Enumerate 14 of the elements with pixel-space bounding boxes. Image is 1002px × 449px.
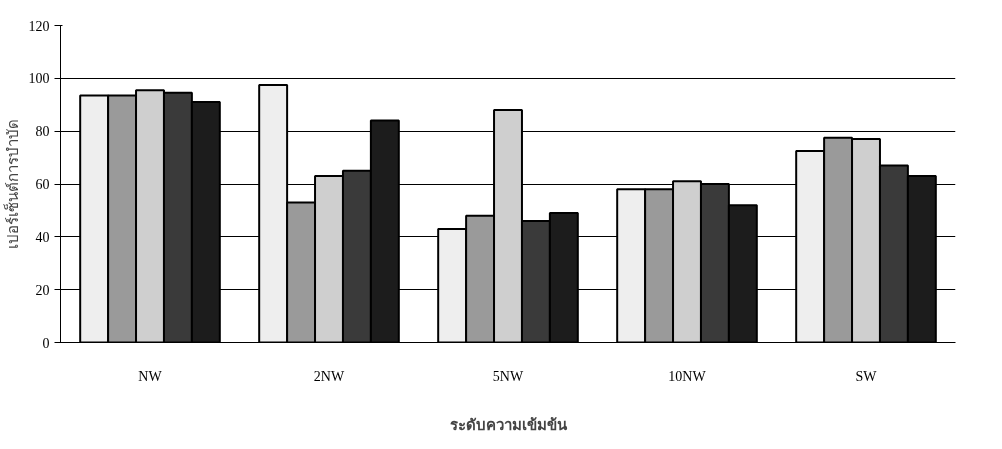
x-tick-label: SW [855,368,878,384]
x-tick-label: 5NW [492,368,524,384]
x-axis-title: ระดับความเข้มข้น [449,416,568,433]
y-tick-label: 40 [35,229,50,245]
y-tick-label: 60 [35,177,50,192]
y-tick-label: 80 [35,124,50,140]
y-tick-label: 20 [35,282,50,298]
x-tick-label: 10NW [668,368,707,384]
y-tick-label: 120 [28,18,50,34]
x-tick-label: 2NW [313,368,345,384]
y-axis-title: เปอร์เซ็นต์การบำบัด [2,119,21,249]
y-tick-label: 100 [28,71,50,87]
y-tick-label: 0 [42,335,50,351]
x-tick-label: NW [138,368,163,384]
